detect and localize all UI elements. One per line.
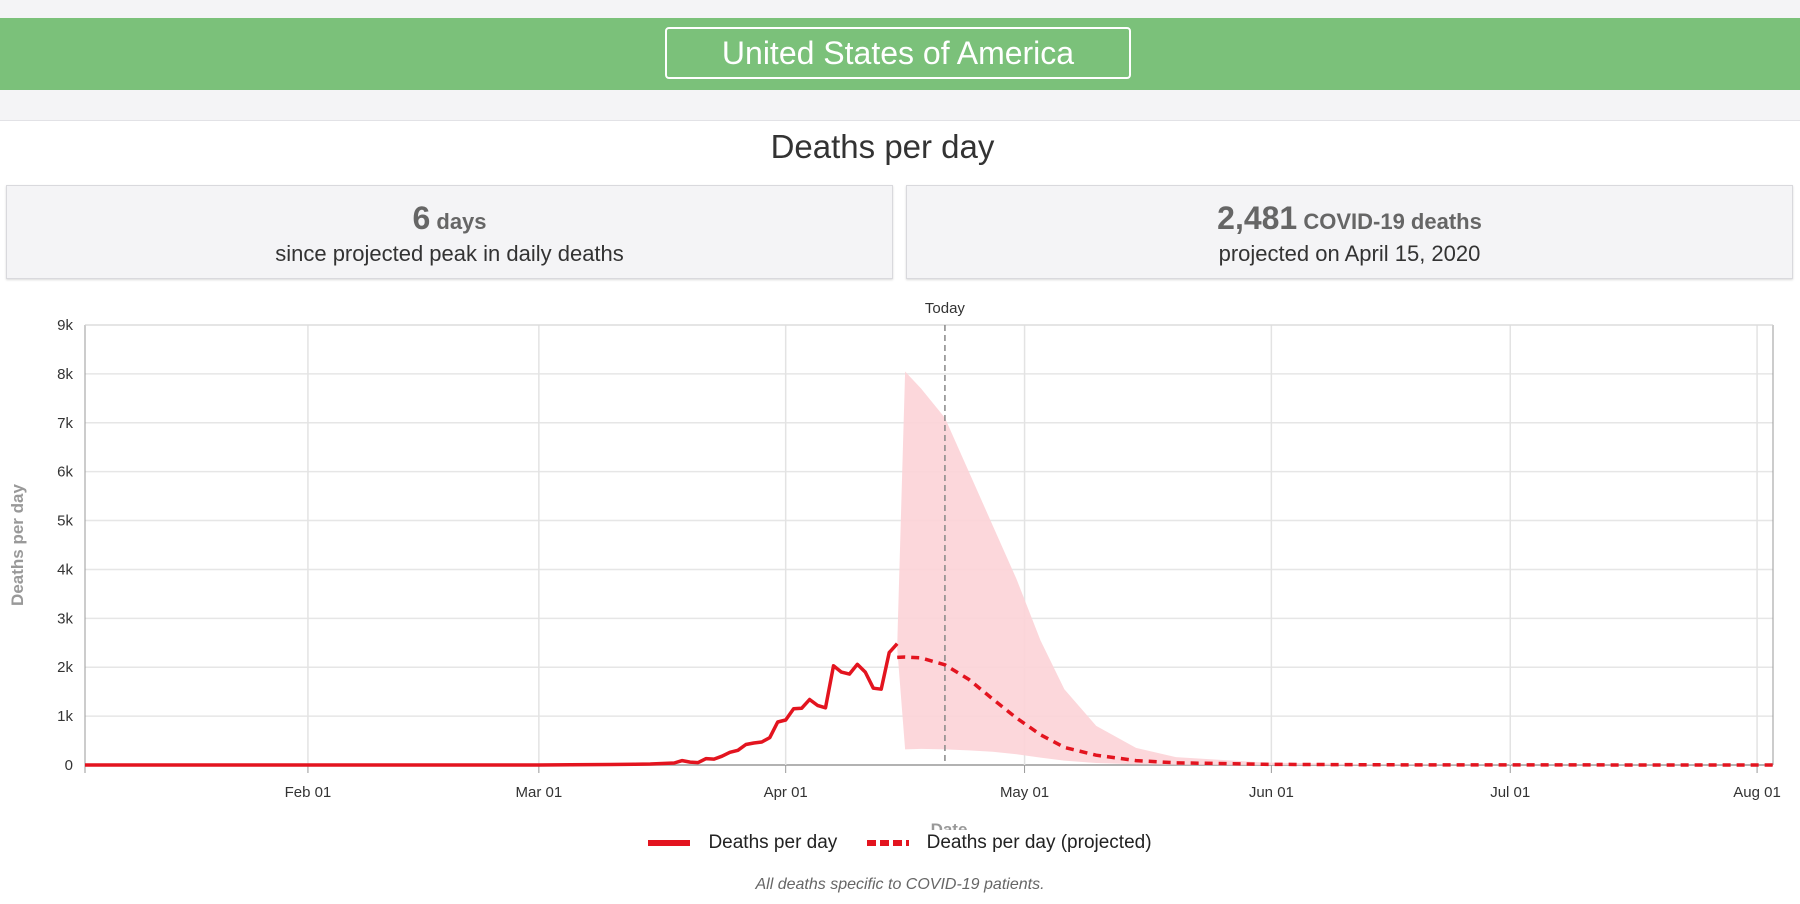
peak-card: 6 days since projected peak in daily dea… — [6, 185, 893, 279]
projection-stat: 2,481 COVID-19 deaths — [907, 200, 1792, 237]
x-tick-label: Feb 01 — [285, 784, 332, 801]
y-tick-label: 2k — [57, 659, 73, 676]
x-tick-label: Aug 01 — [1733, 784, 1781, 801]
projection-card: 2,481 COVID-19 deaths projected on April… — [906, 185, 1793, 279]
legend-solid-swatch — [648, 840, 691, 846]
footnote: All deaths specific to COVID-19 patients… — [755, 876, 1045, 893]
x-tick-label: Jun 01 — [1249, 784, 1294, 801]
projection-uncertainty-band — [897, 371, 1773, 765]
series-line-actual — [85, 642, 899, 767]
chart-title: Deaths per day — [770, 128, 995, 165]
x-tick-label: Apr 01 — [764, 784, 808, 801]
peak-days-unit: days — [436, 209, 487, 234]
x-axis-title: Date — [931, 820, 968, 830]
projected-deaths-unit: COVID-19 deaths — [1303, 209, 1482, 234]
country-banner: United States of America — [0, 18, 1800, 90]
y-tick-label: 6k — [57, 464, 73, 481]
y-tick-label: 5k — [57, 513, 73, 530]
y-tick-label: 1k — [57, 708, 73, 725]
y-tick-label: 0 — [65, 757, 73, 774]
legend-label-projected: Deaths per day (projected) — [926, 832, 1152, 853]
series-line-projected — [897, 655, 1774, 767]
chart-legend: Deaths per day Deaths per day (projected… — [0, 832, 1800, 854]
legend-item-projected[interactable]: Deaths per day (projected) — [866, 832, 1152, 854]
peak-days-value: 6 — [412, 200, 431, 236]
x-tick-label: Jul 01 — [1490, 784, 1530, 801]
legend-item-actual[interactable]: Deaths per day — [648, 832, 837, 854]
legend-dashed-swatch — [866, 840, 909, 846]
deaths-chart: 0 1k 2k 3k 4k 5k 6k 7k 8k 9k Feb 01 Mar 01 Apr 01 May… — [8, 300, 1781, 830]
y-axis-title: Deaths per day — [8, 484, 27, 606]
y-tick-label: 4k — [57, 561, 73, 578]
peak-caption: since projected peak in daily deaths — [275, 241, 624, 266]
sub-strip — [0, 90, 1800, 121]
peak-stat: 6 days — [7, 200, 892, 237]
country-selector[interactable]: United States of America — [665, 27, 1131, 79]
y-tick-label: 8k — [57, 366, 73, 383]
y-tick-label: 3k — [57, 610, 73, 627]
y-tick-label: 9k — [57, 317, 73, 334]
projected-deaths-value: 2,481 — [1217, 200, 1298, 236]
x-tick-label: May 01 — [1000, 784, 1049, 801]
legend-label-actual: Deaths per day — [708, 832, 838, 853]
x-tick-label: Mar 01 — [516, 784, 563, 801]
y-tick-label: 7k — [57, 415, 73, 432]
top-strip — [0, 0, 1800, 18]
projection-caption: projected on April 15, 2020 — [1218, 241, 1481, 266]
today-label: Today — [925, 300, 966, 317]
